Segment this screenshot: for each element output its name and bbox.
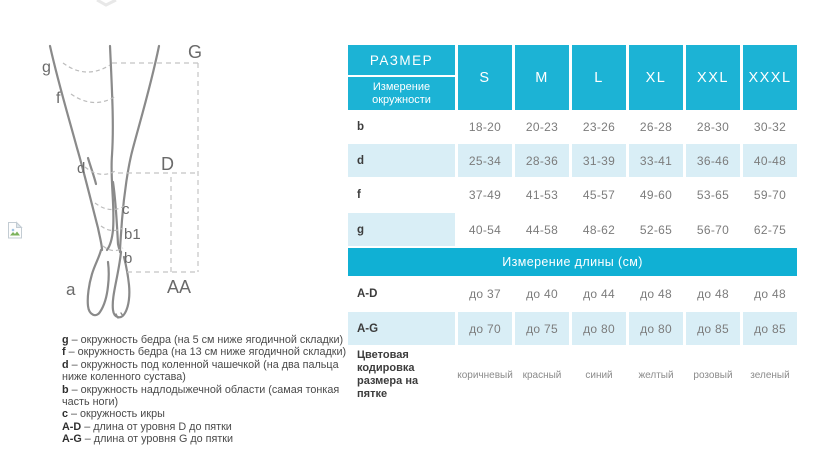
diagram-label-D: D xyxy=(161,154,174,174)
legend-item-ad: A-D – длина от уровня D до пятки xyxy=(62,420,232,433)
leg-measurement-diagram: g f d c b1 b a G D AA xyxy=(42,0,202,319)
row-g-value-xl: 52-65 xyxy=(639,222,673,237)
row-g-label: g xyxy=(348,213,455,246)
heel-color-xl: желтый xyxy=(638,369,674,381)
legend-item-d: d – окружность под коленной чашечкой (на… xyxy=(62,358,339,384)
row-g-value-s: 40-54 xyxy=(468,222,502,237)
broken-image-icon xyxy=(8,221,23,239)
row-ag-label: A-G xyxy=(348,312,455,345)
legend-item-f: f – окружность бедра (на 13 см ниже ягод… xyxy=(62,346,347,359)
size-column-header-l: L xyxy=(572,45,626,110)
diagram-label-b: b xyxy=(124,250,132,267)
row-d-value-s: 25-34 xyxy=(458,144,512,177)
measurement-level-arcs xyxy=(62,62,127,252)
row-f-value-xxl: 53-65 xyxy=(696,188,730,202)
measurement-guide-lines xyxy=(112,62,199,273)
row-d-value-xxxl: 40-48 xyxy=(743,144,797,177)
row-d-label: d xyxy=(348,144,455,177)
measurement-legend: g – окружность бедра (на 5 см ниже ягоди… xyxy=(62,334,362,446)
table-header-size-title: РАЗМЕР xyxy=(348,45,455,75)
legend-item-ag: A-G – длина от уровня G до пятки xyxy=(62,433,234,446)
leg-outlines xyxy=(48,44,161,319)
row-g-value-l: 48-62 xyxy=(582,222,616,237)
row-g-value-m: 44-58 xyxy=(525,222,559,237)
heel-color-l: синий xyxy=(585,369,613,381)
legend-item-g: g – окружность бедра (на 5 см ниже ягоди… xyxy=(62,334,344,346)
row-f-value-s: 37-49 xyxy=(468,188,502,202)
row-ad-label: A-D xyxy=(357,288,378,300)
diagram-label-b1: b1 xyxy=(124,226,141,243)
row-ag-value-xxl: до 85 xyxy=(686,312,740,345)
row-d-value-xxl: 36-46 xyxy=(686,144,740,177)
row-b-label: b xyxy=(357,121,365,133)
row-f-value-xl: 49-60 xyxy=(639,188,673,202)
diagram-label-a: a xyxy=(66,280,76,299)
size-column-header-s: S xyxy=(458,45,512,110)
diagram-label-d: d xyxy=(77,160,85,177)
row-ad-value-xxl: до 48 xyxy=(697,287,729,301)
row-b-value-m: 20-23 xyxy=(525,120,559,134)
heel-color-m: красный xyxy=(522,369,562,381)
row-g-value-xxxl: 62-75 xyxy=(753,222,787,237)
row-ag-value-xl: до 80 xyxy=(629,312,683,345)
size-column-header-xxl: XXL xyxy=(686,45,740,110)
diagram-label-g: g xyxy=(42,59,51,76)
row-f-value-xxxl: 59-70 xyxy=(753,188,787,202)
top-crop-artifact xyxy=(96,0,117,7)
row-ad-value-m: до 40 xyxy=(526,287,558,301)
row-ad-value-s: до 37 xyxy=(469,287,501,301)
legend-item-c: c – окружность икры xyxy=(62,408,165,421)
row-b-value-xxxl: 30-32 xyxy=(753,120,787,134)
heel-color-xxl: розовый xyxy=(693,369,733,381)
table-header-circumference-subtitle: Измерение окружности xyxy=(348,77,455,110)
row-b-value-s: 18-20 xyxy=(468,120,502,134)
row-ag-value-m: до 75 xyxy=(515,312,569,345)
diagram-label-G: G xyxy=(188,42,202,62)
heel-color-coding-label: Цветовая кодировка размера на пятке xyxy=(357,349,419,400)
size-column-header-m: M xyxy=(515,45,569,110)
heel-color-xxxl: зеленый xyxy=(750,369,790,381)
row-f-value-m: 41-53 xyxy=(525,188,559,202)
row-b-value-xl: 26-28 xyxy=(639,120,673,134)
legend-item-b: b – окружность надлодыжечной области (са… xyxy=(62,383,340,409)
diagram-label-AA: AA xyxy=(167,277,191,297)
row-d-value-m: 28-36 xyxy=(515,144,569,177)
heel-color-s: коричневый xyxy=(457,369,513,381)
diagram-label-c: c xyxy=(122,201,130,218)
row-b-value-l: 23-26 xyxy=(582,120,616,134)
diagram-label-f: f xyxy=(56,90,61,107)
size-table: РАЗМЕР Измерение окружности S M L XL XXL… xyxy=(348,45,797,403)
row-ag-value-l: до 80 xyxy=(572,312,626,345)
row-ad-value-xxxl: до 48 xyxy=(754,287,786,301)
row-ag-value-xxxl: до 85 xyxy=(743,312,797,345)
row-ad-value-l: до 44 xyxy=(583,287,615,301)
size-column-header-xxxl: XXXL xyxy=(743,45,797,110)
row-f-label: f xyxy=(357,189,361,201)
row-b-value-xxl: 28-30 xyxy=(696,120,730,134)
row-g-value-xxl: 56-70 xyxy=(696,222,730,237)
length-section-header: Измерение длины (см) xyxy=(348,248,797,276)
row-d-value-xl: 33-41 xyxy=(629,144,683,177)
row-ag-value-s: до 70 xyxy=(458,312,512,345)
row-ad-value-xl: до 48 xyxy=(640,287,672,301)
row-f-value-l: 45-57 xyxy=(582,188,616,202)
row-d-value-l: 31-39 xyxy=(572,144,626,177)
size-column-header-xl: XL xyxy=(629,45,683,110)
